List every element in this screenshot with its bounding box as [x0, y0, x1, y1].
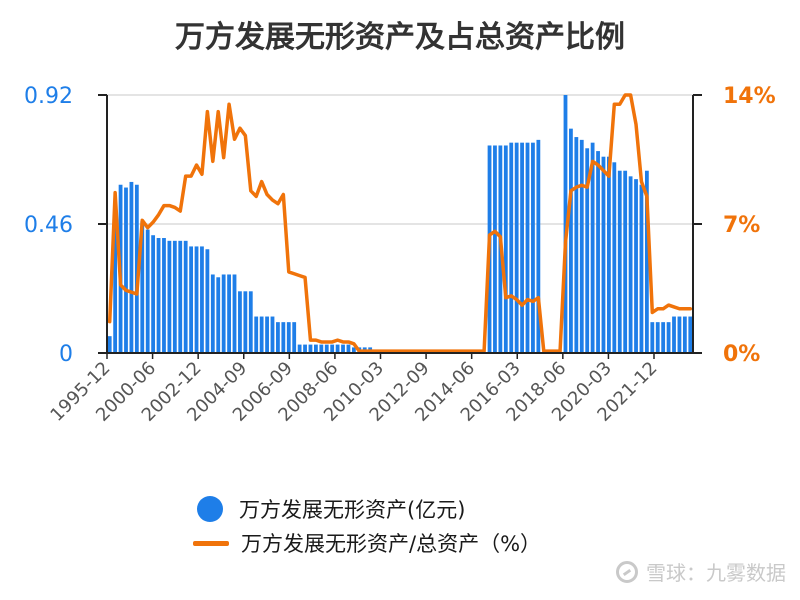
- bar: [249, 291, 253, 353]
- right-tick-label: 14%: [723, 84, 776, 109]
- bar: [640, 185, 644, 353]
- bar: [222, 274, 226, 353]
- bar: [298, 345, 302, 353]
- left-tick-label: 0.46: [24, 213, 73, 238]
- bar: [243, 291, 247, 353]
- left-tick-label: 0.92: [24, 84, 73, 109]
- left-axis-tick-labels: 0 0.46 0.92: [24, 84, 73, 367]
- bar: [688, 317, 692, 353]
- bar: [124, 188, 128, 353]
- bar: [569, 129, 573, 353]
- right-axis-tick-labels: 0% 7% 14%: [723, 84, 776, 367]
- bar: [238, 291, 242, 353]
- bar: [602, 157, 606, 353]
- bar: [200, 246, 204, 353]
- bar: [336, 345, 340, 353]
- bar: [319, 345, 323, 353]
- bar: [515, 143, 519, 353]
- bar: [650, 322, 654, 353]
- bar: [330, 345, 334, 353]
- bar: [672, 317, 676, 353]
- legend-item-line[interactable]: 万方发展无形资产/总资产（%）: [195, 526, 541, 560]
- bar: [526, 143, 530, 353]
- bar: [634, 179, 638, 353]
- bar: [607, 157, 611, 353]
- bar: [184, 241, 188, 353]
- bar: [504, 145, 508, 353]
- bar: [678, 317, 682, 353]
- bar: [271, 317, 275, 353]
- bar: [254, 317, 258, 353]
- bar: [612, 162, 616, 353]
- bar: [531, 143, 535, 353]
- bar: [162, 238, 166, 353]
- bar: [157, 238, 161, 353]
- right-tick-label: 0%: [723, 342, 760, 367]
- bar: [195, 246, 199, 353]
- bar: [580, 140, 584, 353]
- bar: [596, 151, 600, 353]
- bar: [623, 171, 627, 353]
- legend-label-bars: 万方发展无形资产(亿元): [239, 494, 465, 524]
- legend-circle-icon: [197, 496, 223, 522]
- bar: [260, 317, 264, 353]
- bar: [108, 336, 112, 353]
- bar: [618, 171, 622, 353]
- right-tick-label: 7%: [723, 213, 760, 238]
- legend-item-bars[interactable]: 万方发展无形资产(亿元): [195, 492, 541, 526]
- bar: [168, 241, 172, 353]
- bar: [292, 322, 296, 353]
- bar: [287, 322, 291, 353]
- bar: [178, 241, 182, 353]
- bar: [667, 322, 671, 353]
- bar: [314, 345, 318, 353]
- bar: [281, 322, 285, 353]
- watermark: 雪球：九雾数据: [616, 557, 786, 586]
- xueqiu-logo-icon: [616, 561, 638, 583]
- legend[interactable]: 万方发展无形资产(亿元) 万方发展无形资产/总资产（%）: [195, 492, 541, 560]
- bar: [211, 274, 215, 353]
- bar: [309, 345, 313, 353]
- bar: [130, 182, 134, 353]
- bar: [656, 322, 660, 353]
- bar: [493, 145, 497, 353]
- bar: [683, 317, 687, 353]
- bar: [509, 143, 513, 353]
- x-axis-tick-labels: 1995-122000-062002-122004-092006-092008-…: [46, 358, 661, 426]
- bar: [205, 249, 209, 353]
- bar: [661, 322, 665, 353]
- bar: [276, 322, 280, 353]
- bar: [574, 137, 578, 353]
- bar: [629, 176, 633, 353]
- bar: [303, 345, 307, 353]
- bar: [151, 235, 155, 353]
- legend-line-icon: [193, 541, 229, 546]
- watermark-text: 雪球：九雾数据: [646, 557, 786, 586]
- bar: [146, 230, 150, 353]
- bar: [265, 317, 269, 353]
- legend-label-line: 万方发展无形资产/总资产（%）: [241, 528, 541, 558]
- bar: [227, 274, 231, 353]
- bar: [341, 345, 345, 353]
- bar: [189, 246, 193, 353]
- bar: [233, 274, 237, 353]
- bar: [173, 241, 177, 353]
- bar: [520, 143, 524, 353]
- bar: [325, 345, 329, 353]
- left-tick-label: 0: [59, 342, 73, 367]
- bar: [216, 277, 220, 353]
- bar: [347, 345, 351, 353]
